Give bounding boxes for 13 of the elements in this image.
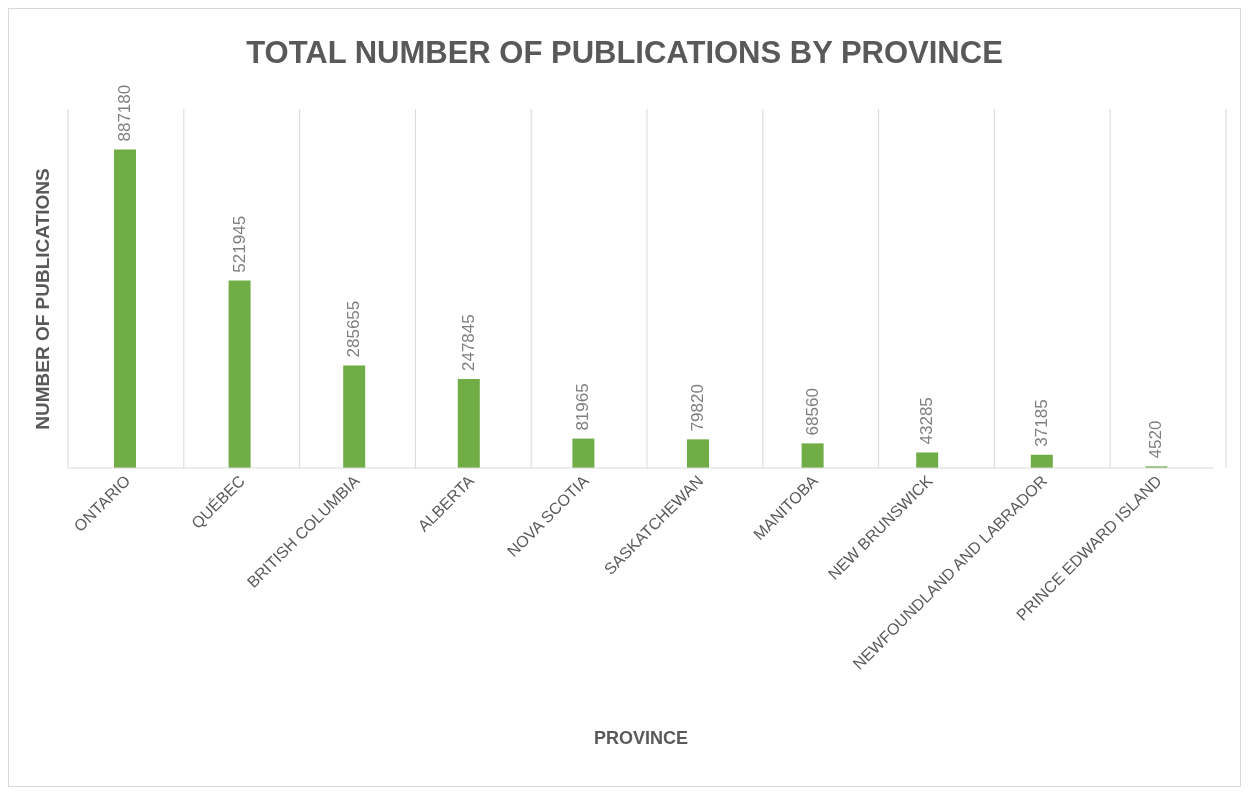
data-label: 887180 [115, 84, 134, 142]
data-label: 81965 [573, 383, 593, 431]
y-axis-title: NUMBER OF PUBLICATIONS [32, 168, 54, 430]
data-label: 285655 [344, 300, 364, 358]
data-label: 4520 [1146, 420, 1166, 459]
data-label: 68560 [802, 388, 822, 436]
data-label: 521945 [229, 215, 249, 273]
chart-title: TOTAL NUMBER OF PUBLICATIONS BY PROVINCE [245, 35, 1004, 71]
x-axis-title: PROVINCE [593, 728, 689, 748]
data-label: 43285 [917, 397, 937, 445]
data-label: 37185 [1031, 399, 1051, 447]
data-label: 247845 [458, 314, 478, 372]
data-label: 79820 [688, 384, 707, 432]
